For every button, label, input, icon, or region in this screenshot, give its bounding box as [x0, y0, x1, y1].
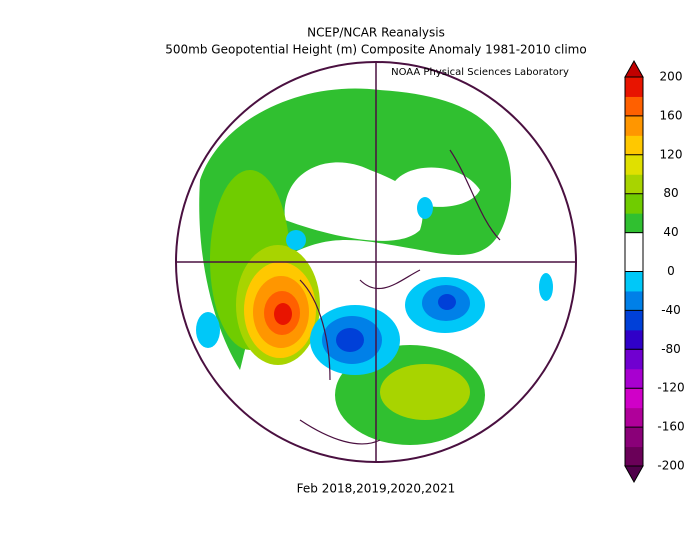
credit: NOAA Physical Sciences Laboratory: [391, 67, 569, 78]
colorbar-tick-label: -40: [661, 303, 681, 317]
colorbar-tick-label: -160: [657, 420, 684, 434]
colorbar-segment: [625, 446, 643, 467]
title: NCEP/NCAR Reanalysis: [307, 26, 445, 40]
colorbar-segment: [625, 115, 643, 136]
colorbar-segment: [625, 290, 643, 311]
colorbar-tick-label: 160: [660, 108, 683, 122]
colorbar-segment: [625, 271, 643, 292]
subtitle: 500mb Geopotential Height (m) Composite …: [165, 43, 586, 57]
colorbar-segment: [625, 96, 643, 117]
colorbar-segment: [625, 329, 643, 350]
colorbar-over: [624, 59, 644, 78]
period-label: Feb 2018,2019,2020,2021: [297, 482, 456, 496]
colorbar-tick-label: -200: [657, 459, 684, 473]
colorbar-segment: [625, 135, 643, 156]
colorbar-tick-label: -120: [657, 381, 684, 395]
colorbar-segment: [625, 407, 643, 428]
colorbar-segment: [625, 77, 643, 97]
colorbar-under: [624, 465, 644, 484]
colorbar-segment: [625, 252, 643, 272]
colorbar-segment: [625, 349, 643, 370]
colorbar-segment: [625, 193, 643, 214]
colorbar-tick-label: -80: [661, 342, 681, 356]
colorbar-segment: [625, 154, 643, 175]
colorbar-segment: [625, 232, 643, 253]
colorbar-segment: [625, 174, 643, 195]
colorbar-segment: [625, 368, 643, 389]
colorbar-segment: [625, 427, 643, 448]
colorbar-tick-label: 200: [660, 70, 683, 84]
colorbar-segment: [625, 310, 643, 331]
colorbar-tick-label: 120: [660, 147, 683, 161]
colorbar-tick-label: 80: [663, 186, 678, 200]
colorbar-segment: [625, 213, 643, 234]
colorbar-tick-label: 40: [663, 225, 678, 239]
colorbar-segment: [625, 388, 643, 409]
colorbar-tick-label: 0: [667, 264, 675, 278]
